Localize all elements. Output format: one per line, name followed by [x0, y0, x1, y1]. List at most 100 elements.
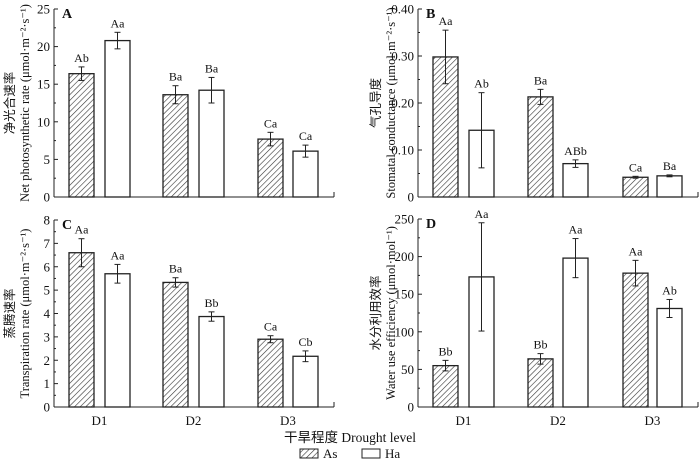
- significance-label: Ca: [299, 129, 313, 143]
- legend-label-ha: Ha: [385, 446, 400, 461]
- significance-label: Ba: [663, 159, 677, 173]
- significance-label: Ab: [662, 283, 677, 297]
- bar-as-d3: [257, 138, 284, 198]
- y-tick-label: 0.10: [391, 143, 414, 158]
- bar-as-d2: [162, 94, 189, 198]
- y-tick-label: 0: [44, 400, 51, 415]
- y-tick-label: 5: [44, 152, 51, 167]
- y-axis-title: Water use efficiency (μmol·mol⁻¹): [384, 226, 398, 400]
- y-axis-title-cn: 水分利用效率: [368, 275, 383, 350]
- significance-label: Cb: [298, 335, 312, 349]
- significance-label: Aa: [439, 14, 454, 28]
- panel-label: D: [426, 217, 436, 232]
- panel-b: 0 0.10 0.20 0.30 0.40 B 气孔导度 Stomatal conductan…: [368, 2, 699, 205]
- significance-label: Ba: [169, 70, 183, 84]
- bar-as-d2: [162, 281, 189, 408]
- bar-as-d1: [68, 252, 95, 408]
- y-axis-title: Stomatal conductance (μmol·m⁻²·s⁻¹): [384, 7, 398, 198]
- y-axis-title-cn: 蒸腾速率: [2, 288, 17, 338]
- y-axis-title: Net photosynthetic rate (μmol·m⁻²·s⁻¹): [18, 4, 32, 202]
- significance-label: Ab: [474, 77, 489, 91]
- y-tick-label: 25: [37, 2, 50, 17]
- legend-label-as: As: [323, 446, 337, 461]
- y-axis-title-cn: 气孔导度: [368, 78, 383, 129]
- y-tick-label: 4: [44, 306, 51, 321]
- bar-as-d3: [622, 272, 649, 408]
- significance-label: Aa: [475, 207, 490, 221]
- significance-label: Bb: [438, 344, 452, 358]
- y-axis-title: Transpiration rate (μmol·m⁻²·s⁻¹): [18, 229, 32, 399]
- y-tick-label: 200: [395, 249, 415, 264]
- y-tick-label: 5: [44, 283, 51, 298]
- y-axis-title-cn: 净光合速率: [2, 72, 17, 135]
- bar-as-d3: [622, 176, 649, 198]
- legend-swatch-as: [299, 448, 319, 459]
- significance-label: Ba: [169, 262, 183, 276]
- bar-ha-d3: [656, 307, 683, 408]
- bar-as-d1: [432, 364, 459, 408]
- panel-d: 0 50 100 150 200 250 D 水分利用效率 Water use efficien…: [368, 207, 699, 428]
- significance-label: Ba: [534, 73, 548, 87]
- panel-a: 0 5 10 15 20 25 A 净光合速率 Net photosynthetic rate …: [2, 2, 335, 205]
- y-tick-label: 0.40: [391, 2, 414, 17]
- significance-label: Ba: [205, 61, 219, 75]
- y-tick-label: 6: [44, 259, 51, 274]
- y-tick-label: 0: [408, 190, 415, 205]
- bar-ha-d3: [292, 150, 319, 198]
- significance-label: Aa: [111, 248, 126, 262]
- significance-label: Ca: [629, 160, 643, 174]
- bar-as-d2: [527, 96, 554, 198]
- bar-as-d2: [527, 358, 554, 408]
- significance-label: Ab: [74, 51, 89, 65]
- significance-label: ABb: [564, 144, 587, 158]
- y-tick-label: 0.30: [391, 49, 414, 64]
- y-tick-label: 1: [44, 376, 51, 391]
- x-tick-label: D2: [550, 413, 566, 428]
- panel-label: B: [426, 7, 435, 22]
- bar-ha-d2: [198, 89, 225, 198]
- significance-label: Ca: [264, 320, 278, 334]
- significance-label: Ca: [264, 116, 278, 130]
- bar-ha-d1: [104, 273, 131, 408]
- significance-label: Aa: [569, 223, 584, 237]
- bar-ha-d2: [198, 315, 225, 408]
- legend-swatch-ha: [361, 448, 381, 459]
- significance-label: Bb: [204, 296, 218, 310]
- bar-ha-d1: [104, 39, 131, 198]
- bar-ha-d3: [656, 175, 683, 198]
- x-tick-label: D1: [456, 413, 472, 428]
- significance-label: Aa: [75, 223, 90, 237]
- x-tick-label: D1: [92, 413, 108, 428]
- bar-as-d1: [68, 73, 95, 198]
- y-tick-label: 0: [44, 190, 51, 205]
- bar-ha-d3: [292, 355, 319, 408]
- panel-c: 0 1 2 3 4 5 6 7 8 C 蒸腾速率 Transpiration rate (μmol·m…: [2, 213, 335, 428]
- y-tick-label: 50: [401, 362, 414, 377]
- legend: As Ha: [299, 446, 400, 461]
- significance-label: Aa: [111, 16, 126, 30]
- y-tick-label: 15: [37, 77, 50, 92]
- significance-label: Bb: [533, 338, 547, 352]
- bar-ha-d2: [562, 162, 589, 198]
- y-tick-label: 3: [44, 329, 51, 344]
- y-tick-label: 0.20: [391, 96, 414, 111]
- y-tick-label: 10: [37, 114, 50, 129]
- x-axis-title: 干旱程度 Drought level: [284, 430, 416, 445]
- x-tick-label: D2: [186, 413, 202, 428]
- x-tick-label: D3: [645, 413, 661, 428]
- x-tick-label: D3: [280, 413, 296, 428]
- y-tick-label: 20: [37, 39, 50, 54]
- y-tick-label: 150: [395, 287, 415, 302]
- y-tick-label: 250: [395, 212, 415, 227]
- y-tick-label: 0: [408, 400, 415, 415]
- y-tick-label: 100: [395, 324, 415, 339]
- y-tick-label: 2: [44, 353, 51, 368]
- bar-as-d3: [257, 338, 284, 408]
- y-tick-label: 8: [44, 213, 51, 228]
- significance-label: Aa: [629, 244, 644, 258]
- y-tick-label: 7: [44, 236, 51, 251]
- panel-label: A: [62, 7, 73, 22]
- bar-ha-d2: [562, 257, 589, 408]
- panel-label: C: [62, 218, 72, 233]
